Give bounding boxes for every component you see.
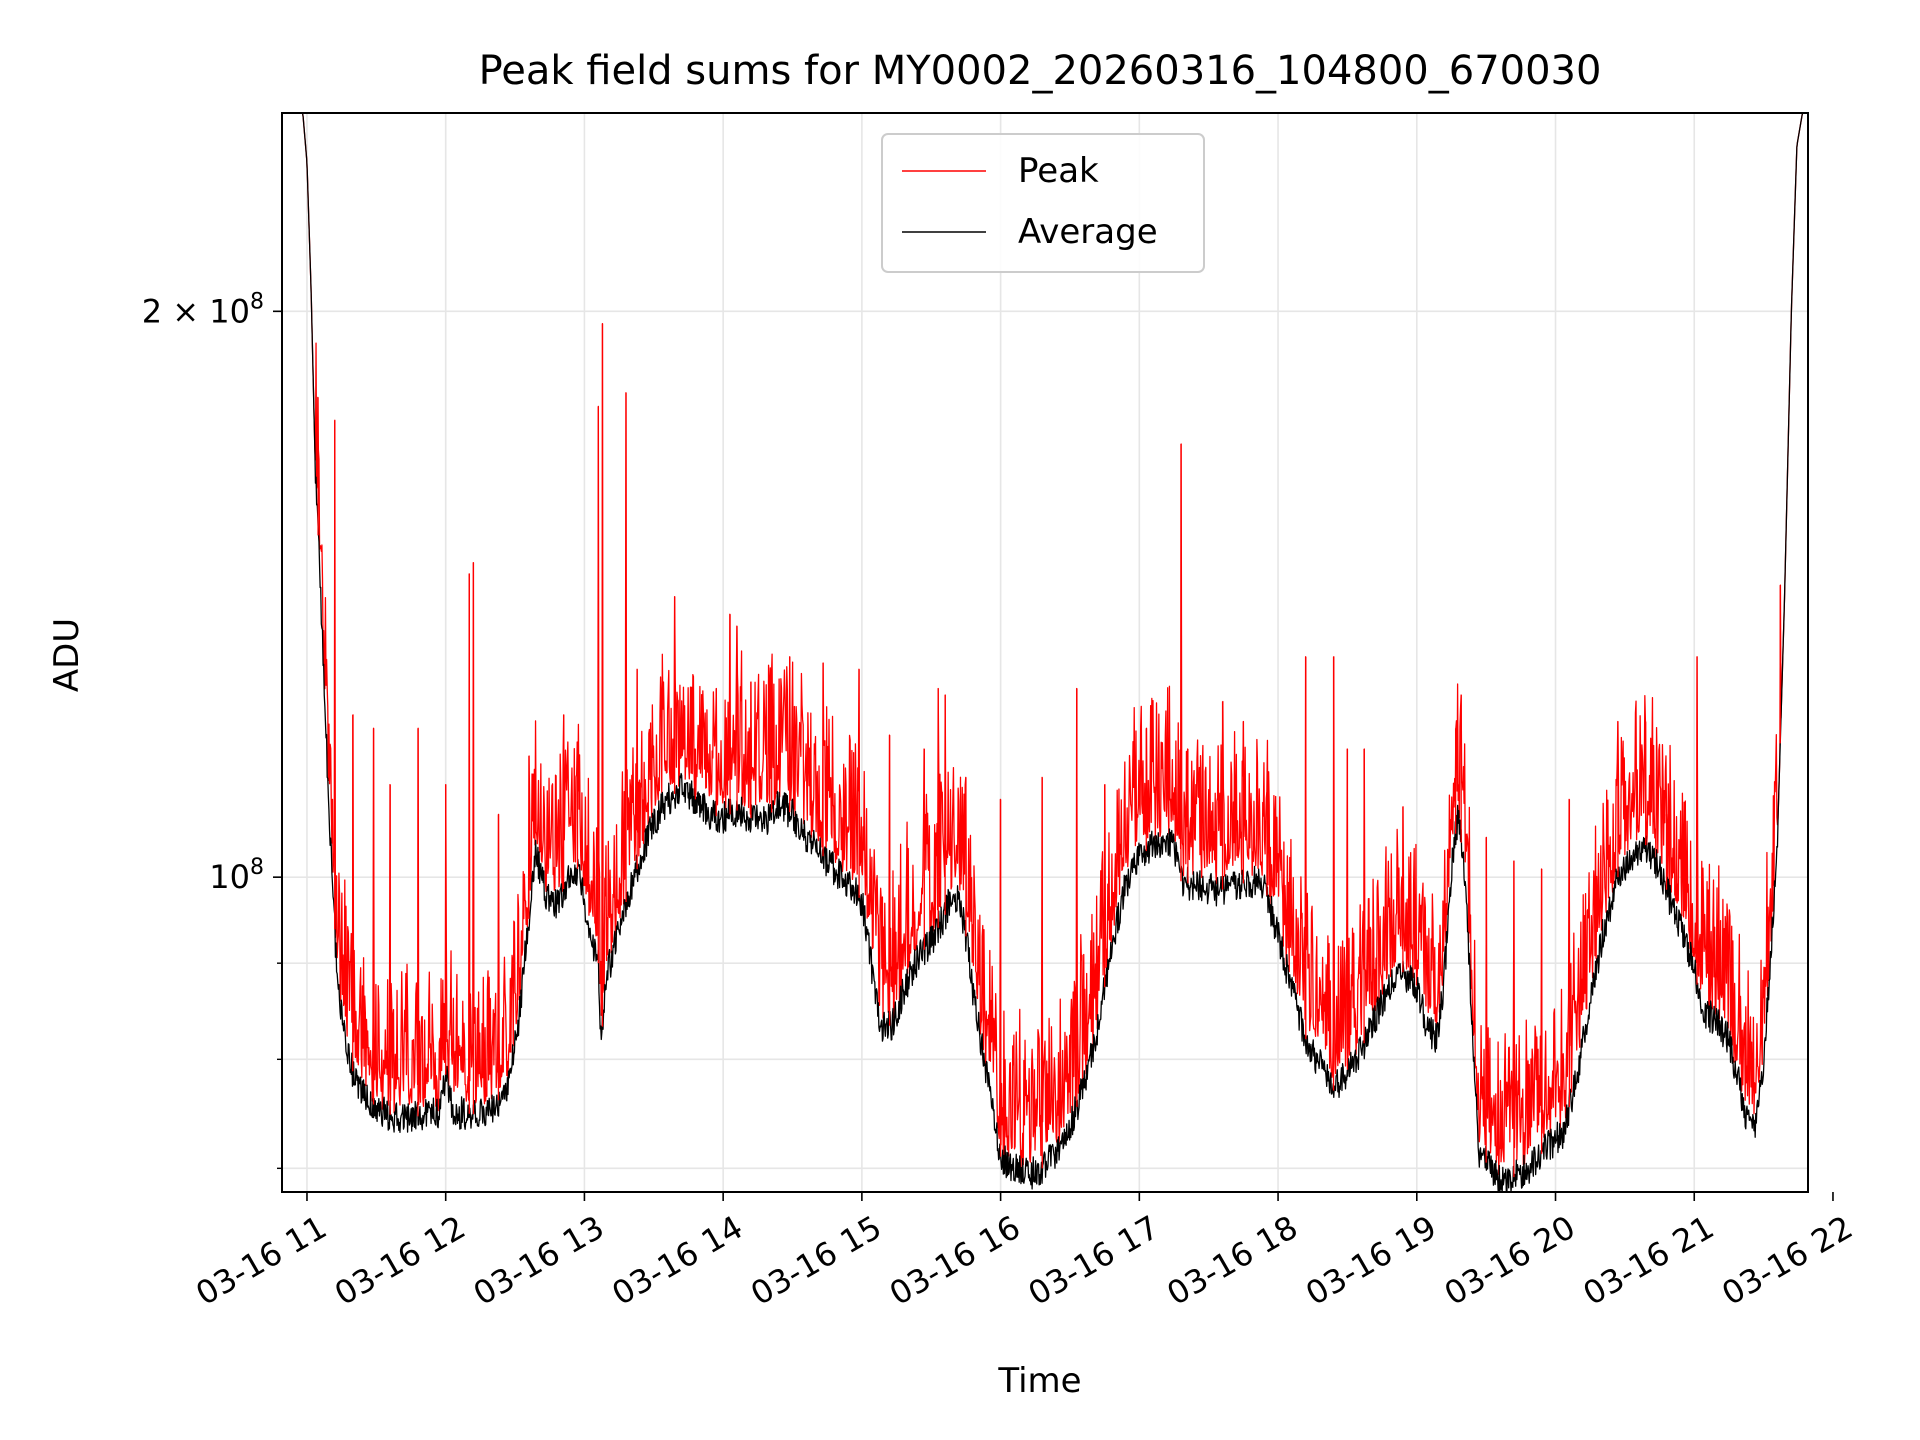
axes-frame (281, 112, 1809, 1193)
legend-average-label: Average (1018, 212, 1158, 252)
y-tick-label: 2 × 108 (142, 289, 264, 330)
y-tick-label: 108 (209, 855, 264, 896)
legend-peak-label: Peak (1018, 151, 1099, 191)
series-peak-line (281, 112, 1809, 1176)
chart-title: Peak field sums for MY0002_20260316_1048… (479, 48, 1602, 94)
legend: Peak Average (881, 133, 1205, 273)
grid (282, 113, 1808, 1192)
series-average-line (281, 112, 1809, 1193)
y-axis-label: ADU (47, 618, 87, 692)
x-axis-label: Time (997, 1361, 1081, 1401)
y-axis: 108 2 × 108 (142, 289, 282, 1170)
plot-area (281, 112, 1809, 1193)
legend-box (881, 133, 1205, 273)
